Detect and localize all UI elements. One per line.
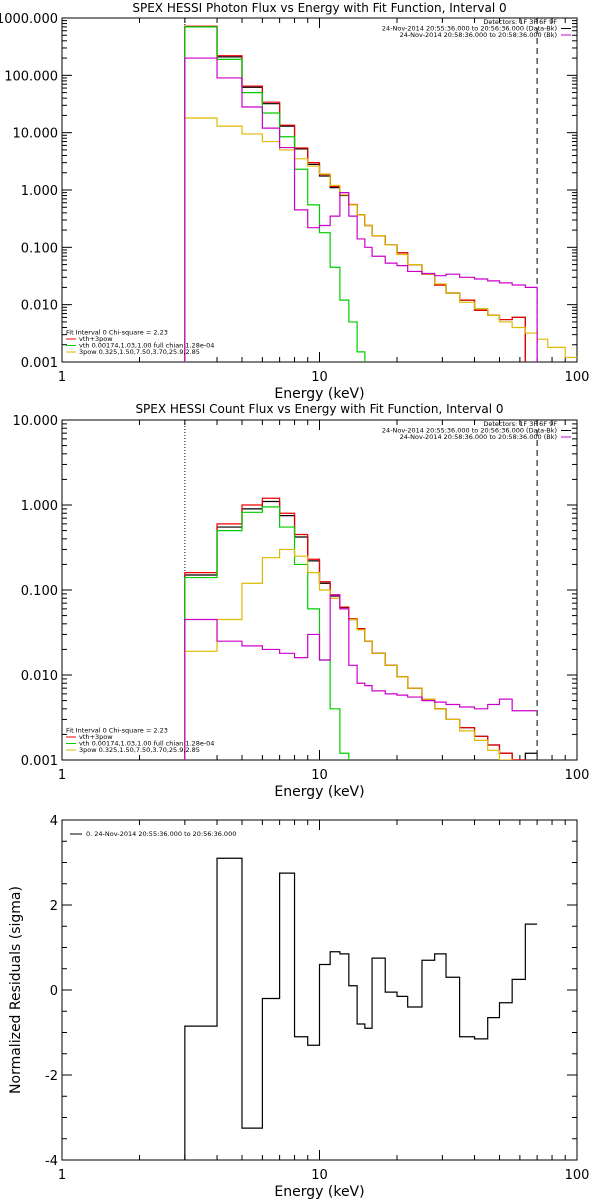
y-tick-label: 1.000 bbox=[21, 184, 58, 199]
chart-panel-1: SPEX HESSI Photon Flux vs Energy with Fi… bbox=[0, 1, 589, 402]
y-tick-label: 1.000 bbox=[21, 499, 58, 514]
x-axis-label: Energy (keV) bbox=[274, 386, 364, 402]
chart-panel-2: SPEX HESSI Count Flux vs Energy with Fit… bbox=[13, 402, 590, 800]
plot-frame bbox=[61, 17, 578, 363]
y-tick-label: 100.000 bbox=[4, 69, 58, 84]
chart-title: SPEX HESSI Count Flux vs Energy with Fit… bbox=[135, 402, 503, 416]
legend-top-text: 24-Nov-2014 20:55:36.000 to 20:56:36.000… bbox=[382, 25, 557, 33]
series-line-3 bbox=[184, 26, 366, 362]
series-line-1 bbox=[184, 500, 538, 760]
y-tick-label: 0.001 bbox=[21, 754, 58, 769]
legend-top-text: 24-Nov-2014 20:58:36.000 to 20:58:36.000… bbox=[400, 433, 557, 441]
legend-bottom-text: vth+3pow bbox=[79, 335, 113, 343]
x-tick-label: 100 bbox=[565, 370, 590, 385]
y-axis-label: Normalized Residuals (sigma) bbox=[8, 886, 24, 1094]
series-line-2 bbox=[184, 497, 526, 760]
y-tick-label: 4 bbox=[50, 814, 58, 829]
y-tick-label: -4 bbox=[45, 1154, 58, 1169]
x-tick-label: 10 bbox=[311, 370, 328, 385]
legend-top-text: 24-Nov-2014 20:58:36.000 to 20:58:36.000… bbox=[400, 31, 557, 39]
y-tick-label: 0.010 bbox=[21, 669, 58, 684]
legend-bottom-text: Fit Interval 0 Chi-square = 2.23 bbox=[66, 329, 168, 337]
legend-top-text: 0. 24-Nov-2014 20:55:36.000 to 20:56:36.… bbox=[86, 830, 236, 838]
x-axis-label: Energy (keV) bbox=[274, 784, 364, 800]
x-tick-label: 10 bbox=[311, 768, 328, 783]
x-tick-label: 100 bbox=[565, 1168, 590, 1183]
y-tick-label: 0.001 bbox=[21, 356, 58, 371]
legend-bottom-text: vth+3pow bbox=[79, 733, 113, 741]
chart-title: SPEX HESSI Photon Flux vs Energy with Fi… bbox=[132, 1, 506, 15]
x-tick-label: 100 bbox=[565, 768, 590, 783]
series-line-5 bbox=[184, 57, 538, 362]
legend-bottom-text: vth 0.00174,1.03,1.00 full chian 1.28e-0… bbox=[79, 740, 214, 748]
x-tick-label: 1 bbox=[58, 1168, 66, 1183]
legend-bottom-text: 3pow 0.325,1.50,7.50,3.70,25.9,2.85 bbox=[79, 746, 200, 754]
y-tick-label: 1000.000 bbox=[0, 12, 58, 27]
series-line-5 bbox=[184, 594, 538, 760]
legend-bottom-text: vth 0.00174,1.03,1.00 full chian 1.28e-0… bbox=[79, 342, 214, 350]
x-tick-label: 10 bbox=[311, 1168, 328, 1183]
series-line-1 bbox=[184, 857, 538, 1160]
y-tick-label: 0 bbox=[50, 984, 58, 999]
legend-bottom-text: Fit Interval 0 Chi-square = 2.23 bbox=[66, 727, 168, 735]
legend-top-text: Detectors: 1F 3F 6F 9F bbox=[483, 18, 557, 26]
series-line-2 bbox=[184, 25, 526, 362]
x-tick-label: 1 bbox=[58, 768, 66, 783]
series-line-4 bbox=[184, 117, 577, 362]
x-tick-label: 1 bbox=[58, 370, 66, 385]
chart-panel-3: 1 10 100 Energy (keV) -4 -2 0 2 4 Normalized Resi… bbox=[8, 814, 589, 1200]
series-line-3 bbox=[184, 506, 350, 760]
y-tick-label: -2 bbox=[45, 1069, 58, 1084]
x-axis-label: Energy (keV) bbox=[274, 1184, 364, 1200]
y-tick-label: 0.010 bbox=[21, 299, 58, 314]
legend-top-text: Detectors: 1F 3F 6F 9F bbox=[483, 420, 557, 428]
legend-top-text: 24-Nov-2014 20:55:36.000 to 20:56:36.000… bbox=[382, 427, 557, 435]
y-tick-label: 0.100 bbox=[21, 241, 58, 256]
y-tick-label: 0.100 bbox=[21, 584, 58, 599]
y-tick-label: 10.000 bbox=[13, 127, 59, 142]
y-tick-label: 10.000 bbox=[13, 414, 59, 429]
series-line-4 bbox=[184, 548, 513, 760]
legend-bottom-text: 3pow 0.325,1.50,7.50,3.70,25.9,2.85 bbox=[79, 348, 200, 356]
y-tick-label: 2 bbox=[50, 899, 58, 914]
